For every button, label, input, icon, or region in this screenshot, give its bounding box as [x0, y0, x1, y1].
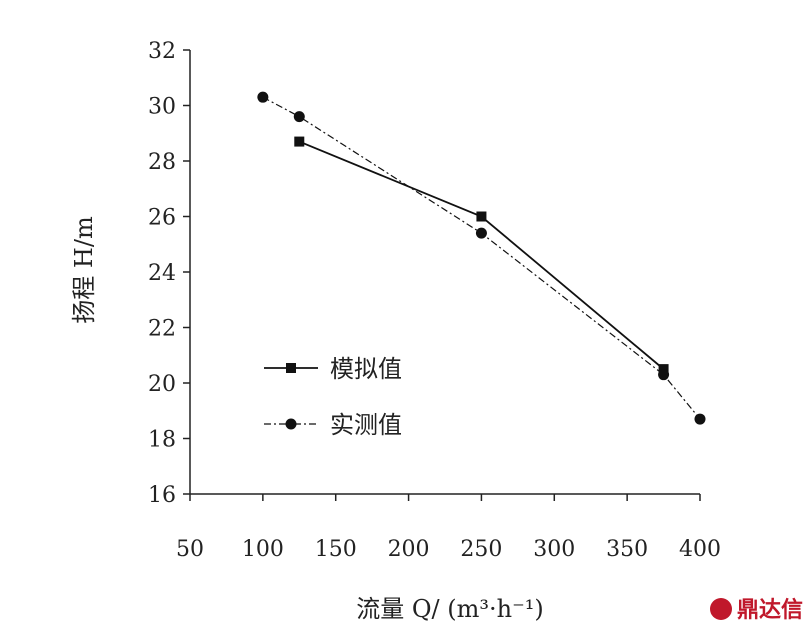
series-1-point: [476, 211, 487, 222]
series-2-point: [475, 227, 487, 239]
y-tick-label: 30: [148, 95, 176, 120]
series-1: [294, 136, 669, 375]
y-tick-label: 24: [148, 261, 176, 286]
series-layer: [257, 91, 706, 425]
x-tick-label: 50: [176, 537, 204, 562]
x-tick-label: 150: [315, 537, 357, 562]
x-tick-label: 350: [606, 537, 648, 562]
y-tick-label: 20: [148, 372, 176, 397]
x-tick-label: 250: [460, 537, 502, 562]
legend-swatch-marker: [285, 418, 297, 430]
series-2-point: [658, 369, 670, 381]
watermark-text: 鼎达信: [737, 597, 803, 623]
tick-group: 16 18 20 22 24 26 28 30 32 50 100 150 200 250 300 350 40…: [148, 39, 721, 562]
x-tick-label: 300: [533, 537, 575, 562]
y-tick-label: 18: [148, 428, 176, 453]
watermark: 鼎达信: [710, 597, 803, 623]
legend-label: 实测值: [330, 411, 402, 439]
series-1-point: [294, 136, 305, 147]
legend-label: 模拟值: [330, 355, 402, 383]
axes: [189, 50, 700, 495]
legend-item: 实测值: [264, 411, 402, 439]
series-2-point: [694, 413, 706, 425]
y-tick-label: 28: [148, 150, 176, 175]
series-1-point: [658, 364, 669, 375]
x-axis-title: 流量 Q/ (m³·h⁻¹): [356, 595, 544, 623]
series-2-point: [293, 111, 305, 123]
watermark-logo-icon: [710, 598, 732, 620]
legend-swatch-marker: [286, 363, 296, 373]
y-tick-label: 32: [148, 39, 176, 64]
x-tick-label: 200: [388, 537, 430, 562]
y-tick-label: 22: [148, 317, 176, 342]
y-tick-label: 26: [148, 206, 176, 231]
y-axis-title: 扬程 H/m: [70, 216, 98, 324]
series-2-line: [262, 96, 701, 420]
series-1-line: [298, 140, 665, 370]
series-2-point: [257, 91, 269, 103]
series-2: [257, 91, 706, 425]
legend-item: 模拟值: [264, 355, 402, 383]
y-tick-label: 16: [148, 483, 176, 508]
x-tick-label: 400: [679, 537, 721, 562]
x-tick-label: 100: [242, 537, 284, 562]
